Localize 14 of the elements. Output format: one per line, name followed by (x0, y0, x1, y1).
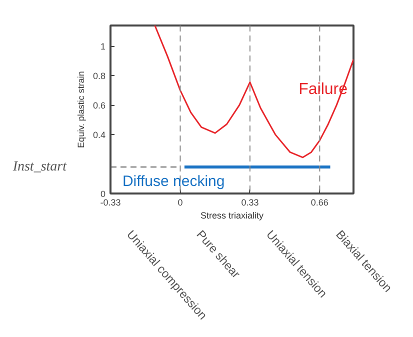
series-label: Diffuse necking (122, 172, 225, 190)
text: Inst_start (12, 159, 68, 174)
y-tick-label: 0.4 (92, 130, 106, 140)
y-axis-title: Equiv. plastic strain (76, 71, 86, 148)
x-tick-label: -0.33 (100, 198, 121, 208)
x-tick-label: 0 (178, 198, 183, 208)
y-tick-label: 0 (100, 189, 106, 199)
x-axis-title: Stress triaxiality (200, 210, 264, 220)
line-series (154, 26, 354, 158)
y-tick-label: 0.6 (92, 100, 106, 111)
x-tick-label: 0.33 (241, 198, 259, 208)
y-tick-label: 1 (100, 42, 106, 52)
y-tick-label: 0.8 (92, 71, 106, 82)
x-tick-label: 0.66 (310, 198, 328, 208)
